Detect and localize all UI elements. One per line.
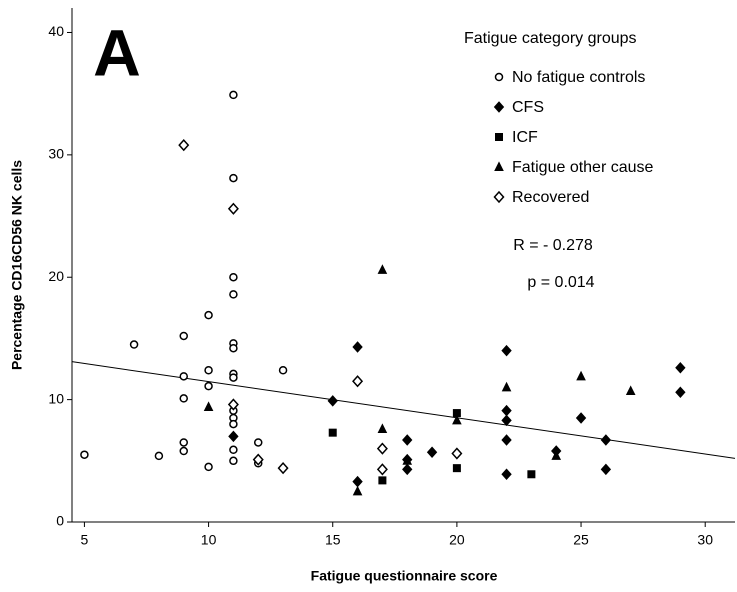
point [203,401,214,411]
point [229,272,238,282]
point [675,362,686,374]
legend-label: ICF [512,129,538,146]
point [227,398,239,411]
y-tick-label: 40 [48,23,64,39]
point [402,434,413,446]
point [352,485,363,496]
point [179,438,188,447]
y-tick-label: 10 [48,390,64,406]
y-tick-label: 0 [56,513,64,529]
point [501,434,512,446]
fit-line [71,361,736,459]
x-tick-label: 15 [325,532,341,548]
point [179,394,188,403]
point [426,446,438,458]
legend-marker [494,161,504,171]
point [252,453,264,466]
legend-label: Recovered [512,189,589,206]
point [402,455,413,465]
point [402,463,413,476]
point [501,468,512,481]
legend-title: Fatigue category groups [464,30,637,47]
point [228,430,239,443]
point [527,470,536,479]
point [154,451,164,461]
point [452,464,461,473]
point [229,373,238,382]
legend-marker [493,101,505,113]
point [675,386,686,399]
point [229,456,238,466]
point [377,264,388,274]
point [179,331,188,341]
legend-marker [494,72,504,82]
point [352,375,364,388]
point [625,385,636,396]
point [229,173,238,183]
point [600,463,612,476]
legend-label: No fatigue controls [512,69,645,86]
legend-label: Fatigue other cause [512,159,654,176]
point [229,343,238,353]
point [452,414,462,425]
point [204,365,213,375]
point [501,414,512,427]
point [576,370,586,381]
point [227,202,239,215]
point [129,340,139,349]
point [600,434,612,446]
point [327,395,338,407]
point [376,463,388,476]
point [376,442,388,455]
x-axis-label: Fatigue questionnaire score [311,568,498,584]
legend-label: CFS [512,99,544,116]
point [451,447,463,460]
point [229,445,238,455]
point [80,450,89,459]
panel-label: A [93,15,141,89]
annotation: p = 0.014 [527,274,594,291]
x-tick-label: 10 [201,532,217,548]
point [229,90,238,100]
point [352,341,363,353]
point [501,344,512,357]
x-tick-label: 20 [449,532,465,548]
point [204,310,213,320]
x-tick-label: 25 [573,532,589,548]
point [377,423,388,433]
annotation: R = - 0.278 [513,237,593,254]
x-tick-label: 5 [81,532,89,548]
point [179,372,188,381]
point [277,462,289,475]
legend-marker [495,133,503,141]
y-tick-label: 20 [48,268,64,284]
y-tick-label: 30 [48,146,64,162]
point [204,381,213,391]
point [179,446,188,456]
point [352,475,363,488]
y-axis-label: Percentage CD16CD56 NK cells [9,160,25,370]
point [551,450,562,460]
point [229,290,238,299]
point [204,462,213,472]
point [278,365,288,375]
point [229,419,238,429]
point [178,138,190,152]
point [328,428,337,437]
point [501,404,512,417]
point [501,381,512,392]
point [378,476,387,485]
x-tick-label: 30 [697,532,713,548]
legend-marker [493,190,505,204]
point [575,412,587,424]
point [253,438,263,447]
